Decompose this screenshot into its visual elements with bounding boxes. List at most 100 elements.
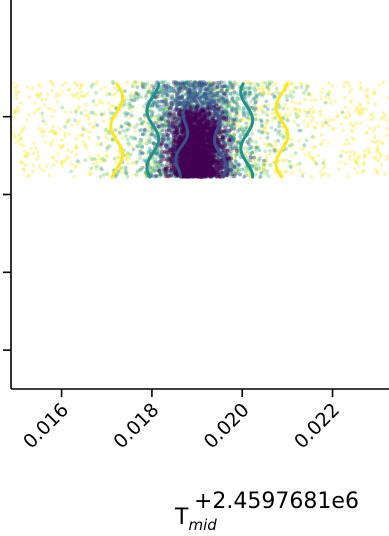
scatter-point	[101, 119, 105, 123]
scatter-point	[164, 143, 169, 148]
scatter-point	[266, 87, 271, 91]
scatter-point	[135, 122, 140, 127]
scatter-point	[230, 126, 235, 131]
scatter-point	[260, 161, 265, 165]
scatter-point	[102, 111, 106, 116]
scatter-point	[198, 103, 203, 108]
scatter-point	[75, 146, 79, 150]
scatter-point	[208, 80, 213, 84]
scatter-point	[377, 151, 382, 155]
scatter-point	[86, 115, 90, 119]
scatter-point	[305, 84, 310, 89]
scatter-point	[126, 141, 130, 145]
scatter-point	[232, 119, 237, 123]
scatter-point	[83, 158, 88, 163]
scatter-point	[228, 144, 233, 149]
scatter-point	[380, 140, 384, 145]
scatter-point	[332, 99, 337, 103]
scatter-point	[153, 162, 158, 166]
scatter-point	[60, 164, 65, 168]
scatter-point	[95, 80, 99, 84]
scatter-point	[135, 159, 140, 164]
scatter-point	[285, 98, 289, 102]
scatter-point	[204, 174, 208, 179]
scatter-point	[197, 80, 202, 85]
scatter-point	[187, 118, 192, 123]
scatter-point	[358, 109, 363, 114]
scatter-point	[385, 126, 389, 131]
scatter-point	[263, 158, 268, 163]
scatter-point	[294, 107, 298, 112]
scatter-point	[343, 95, 347, 100]
scatter-point	[88, 170, 92, 174]
scatter-point	[232, 109, 236, 114]
scatter-point	[208, 114, 213, 119]
scatter-point	[14, 140, 19, 145]
scatter-point	[351, 124, 356, 128]
scatter-point	[100, 100, 105, 105]
scatter-point	[17, 132, 21, 137]
scatter-point	[194, 163, 199, 168]
scatter-point	[227, 138, 231, 143]
scatter-point	[285, 117, 289, 122]
scatter-point	[52, 109, 57, 113]
scatter-point	[161, 84, 166, 89]
scatter-point	[354, 160, 359, 164]
scatter-point	[346, 81, 350, 85]
scatter-point	[264, 158, 269, 163]
scatter-point	[98, 174, 103, 179]
scatter-point	[196, 167, 201, 172]
scatter-point	[196, 148, 201, 153]
scatter-point	[298, 168, 302, 172]
scatter-point	[354, 121, 359, 126]
scatter-point	[165, 154, 170, 159]
scatter-point	[186, 113, 190, 118]
scatter-point	[203, 87, 207, 92]
scatter-point	[112, 128, 117, 133]
scatter-point	[138, 117, 143, 122]
scatter-point	[123, 168, 128, 173]
scatter-point	[188, 95, 193, 100]
scatter-point	[174, 81, 179, 85]
scatter-point	[147, 138, 151, 142]
scatter-point	[232, 174, 237, 179]
scatter-point	[247, 116, 252, 121]
scatter-point	[264, 171, 268, 176]
scatter-point	[102, 158, 106, 163]
scatter-point	[345, 175, 350, 179]
scatter-point	[194, 83, 199, 88]
scatter-point	[140, 151, 145, 156]
scatter-point	[348, 100, 353, 104]
scatter-point	[211, 160, 216, 165]
scatter-point	[188, 79, 193, 84]
scatter-point	[224, 134, 229, 138]
scatter-point	[160, 93, 165, 98]
scatter-point	[169, 144, 174, 149]
scatter-point	[106, 101, 111, 105]
scatter-point	[146, 129, 151, 133]
scatter-points	[11, 79, 389, 179]
scatter-point	[32, 151, 36, 156]
scatter-point	[241, 118, 246, 122]
scatter-point	[61, 159, 66, 164]
scatter-point	[258, 154, 263, 159]
scatter-point	[43, 97, 48, 101]
scatter-point	[138, 166, 143, 170]
scatter-point	[243, 91, 247, 96]
scatter-point	[25, 118, 29, 122]
scatter-point	[89, 157, 94, 162]
scatter-point	[43, 140, 48, 144]
scatter-point	[48, 129, 52, 134]
scatter-point	[348, 121, 353, 125]
scatter-point	[165, 171, 170, 176]
scatter-point	[261, 87, 266, 92]
scatter-point	[162, 124, 167, 129]
scatter-point	[319, 169, 323, 174]
scatter-point	[89, 110, 94, 115]
scatter-point	[161, 151, 166, 156]
scatter-point	[257, 156, 262, 161]
scatter-point	[33, 146, 38, 150]
scatter-point	[371, 91, 376, 96]
scatter-point	[218, 87, 222, 92]
scatter-point	[372, 155, 376, 160]
